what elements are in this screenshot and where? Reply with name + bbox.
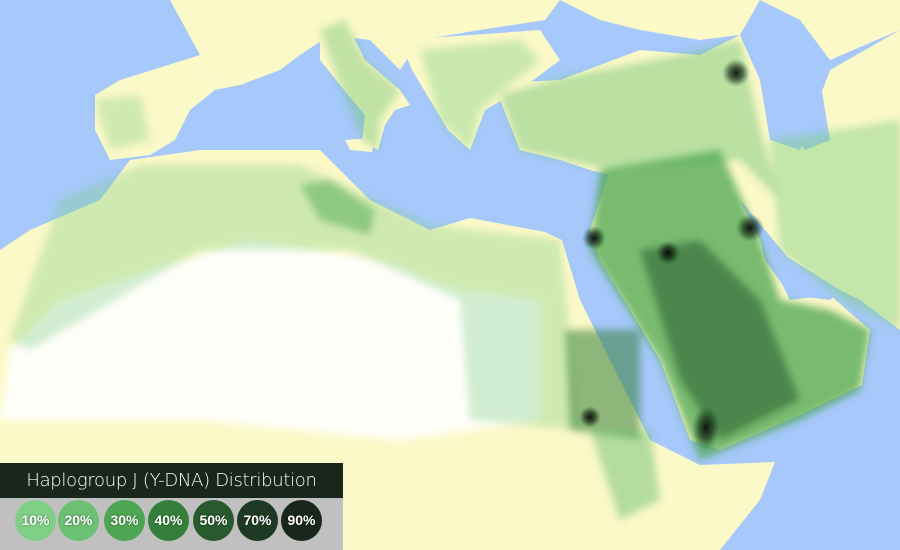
hotspot-levant	[582, 226, 606, 250]
sudan-zone	[565, 330, 640, 440]
europe	[150, 0, 560, 90]
legend-swatch-20: 20%	[58, 500, 99, 541]
iran-zone	[770, 120, 900, 330]
north-africa-zone	[10, 165, 580, 430]
caspian-sea	[765, 30, 830, 150]
legend-swatch-30: 30%	[104, 500, 145, 541]
europe-east	[560, 0, 900, 60]
libya-zone	[300, 180, 375, 235]
italy-zone	[320, 20, 400, 150]
desert	[0, 240, 540, 440]
hotspot-mesopotamia	[736, 214, 764, 242]
iberia-zone	[95, 95, 150, 150]
legend-swatch-10: 10%	[15, 500, 56, 541]
legend: 10% 20% 30% 40% 50% 70% 90%	[0, 498, 343, 550]
legend-swatch-50: 50%	[193, 500, 234, 541]
balkans-zone	[420, 40, 540, 150]
hotspot-yemen	[692, 406, 720, 450]
ethiopia-zone	[590, 430, 660, 520]
hotspot-sudan	[579, 406, 601, 428]
legend-swatch-40: 40%	[148, 500, 189, 541]
hotspots	[579, 59, 764, 450]
persian-gulf	[760, 240, 840, 300]
legend-title: Haplogroup J (Y-DNA) Distribution	[0, 463, 343, 498]
hotspot-central-arabia	[656, 241, 680, 265]
distribution-overlay	[10, 20, 900, 520]
legend-swatch-90: 90%	[281, 500, 322, 541]
central-arabia-zone	[640, 240, 800, 440]
hotspot-caucasus	[722, 59, 750, 87]
legend-swatch-70: 70%	[237, 500, 278, 541]
